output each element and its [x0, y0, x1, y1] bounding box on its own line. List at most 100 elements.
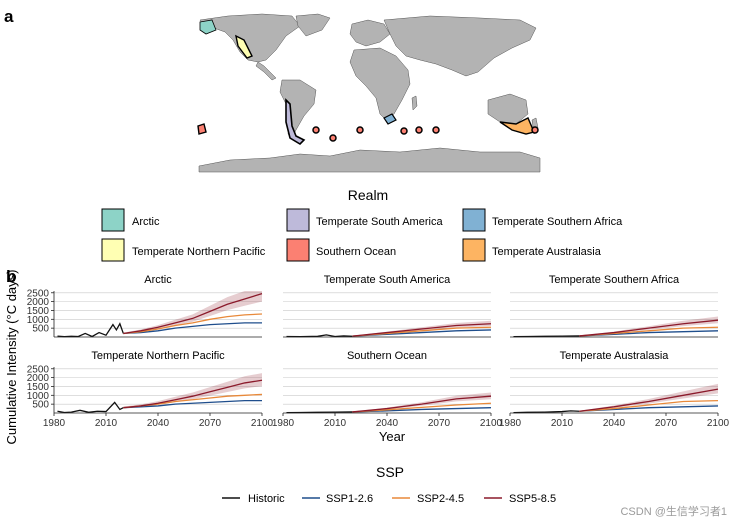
realm-legend-key-temperate-australasia: [462, 238, 486, 262]
ribbon-ssp5-8-5: [123, 291, 262, 335]
realm-legend-key-arctic: [101, 208, 125, 232]
map-island: [329, 134, 337, 142]
map-island: [415, 126, 423, 134]
x-tick-label: 2040: [376, 418, 399, 429]
y-tick-label: 1000: [27, 315, 50, 326]
ribbon-ssp5-8-5: [352, 392, 491, 413]
series-line-ssp5-8-5: [123, 293, 263, 335]
realm-legend-key-temperate-south-america: [286, 208, 310, 232]
ssp-legend: SSP Historic SSP1-2.6 SSP2-4.5 SSP5-8.5: [222, 464, 556, 505]
ssp-legend-label-ssp5-8-5: SSP5-8.5: [509, 493, 556, 505]
series-line-ssp1-2-6: [123, 399, 262, 409]
realm-legend-title: Realm: [348, 187, 388, 203]
y-tick-label: 2000: [27, 297, 50, 308]
series-line-ssp5-8-5: [123, 379, 263, 409]
facet-title-temperate-australasia: Temperate Australasia: [560, 350, 670, 362]
panel-label-b: b: [6, 267, 16, 286]
x-tick-label: 2010: [324, 418, 347, 429]
facet-title-arctic: Arctic: [144, 274, 172, 286]
realm-legend-key-temperate-southern-africa: [462, 208, 486, 232]
realm-legend-key-temperate-northern-pacific: [101, 238, 125, 262]
ssp-legend-title: SSP: [376, 464, 404, 480]
series-line-historic: [57, 322, 124, 338]
facet-title-temperate-south-america: Temperate South America: [324, 274, 451, 286]
series-line-historic: [286, 411, 353, 414]
y-tick-label: 1000: [27, 391, 50, 402]
ribbon-ssp5-8-5: [123, 373, 262, 409]
ssp-legend-label-ssp1-2-6: SSP1-2.6: [326, 493, 373, 505]
y-tick-label: 2500: [27, 288, 50, 299]
facet-temperate-australasia: Temperate Australasia 1980 2010 2040 2070 210…: [499, 350, 730, 429]
x-tick-label: 1980: [272, 418, 295, 429]
series-line-ssp5-8-5: [352, 323, 492, 337]
realm-temperate-southern-africa-region: [383, 113, 397, 125]
facet-temperate-southern-africa: Temperate Southern Africa: [510, 274, 719, 338]
ssp-legend-label-historic: Historic: [248, 493, 285, 505]
ssp-legend-label-ssp2-4-5: SSP2-4.5: [417, 493, 464, 505]
series-line-ssp1-2-6: [352, 407, 492, 413]
facet-temperate-south-america: Temperate South America: [283, 274, 492, 338]
x-tick-label: 2010: [551, 418, 574, 429]
y-tick-label: 1500: [27, 306, 50, 317]
y-tick-label: 500: [32, 324, 49, 335]
y-tick-label: 2500: [27, 364, 50, 375]
realm-temperate-northern-pacific-region: [235, 34, 253, 59]
facet-title-temperate-northern-pacific: Temperate Northern Pacific: [91, 350, 225, 362]
series-line-historic: [57, 401, 124, 414]
series-line-historic: [286, 334, 353, 338]
realm-arctic-region: [199, 19, 217, 35]
facet-title-temperate-southern-africa: Temperate Southern Africa: [549, 274, 680, 286]
series-line-ssp2-4-5: [352, 402, 492, 413]
x-tick-label: 2070: [655, 418, 678, 429]
ribbon-ssp5-8-5: [579, 316, 718, 337]
realm-southern-ocean-region: [197, 123, 207, 135]
realm-legend-label-temperate-south-america: Temperate South America: [316, 216, 443, 228]
map-asia: [383, 15, 537, 77]
x-axis-title: Year: [379, 429, 406, 444]
series-line-historic: [513, 335, 580, 338]
ribbon-ssp5-8-5: [579, 383, 718, 412]
map-australia: [487, 93, 529, 125]
map-island: [400, 127, 408, 135]
map-island: [432, 126, 440, 134]
y-axis-title: Cumulative Intensity (°C days): [4, 270, 19, 445]
y-tick-label: 2000: [27, 373, 50, 384]
series-line-ssp5-8-5: [579, 319, 719, 337]
x-tick-label: 1980: [43, 418, 66, 429]
x-tick-label: 2010: [95, 418, 118, 429]
realm-legend: Realm Arctic Temperate South America Tem…: [101, 187, 623, 262]
panel-label-a: a: [4, 7, 14, 26]
facet-temperate-northern-pacific: Temperate Northern Pacific 1980 2010 2040 20…: [27, 350, 274, 429]
map-north-america: [199, 13, 301, 63]
x-tick-label: 2100: [251, 418, 274, 429]
series-line-ssp2-4-5: [579, 399, 719, 412]
series-line-ssp5-8-5: [352, 395, 492, 413]
x-tick-label: 2100: [707, 418, 730, 429]
y-tick-label: 1500: [27, 382, 50, 393]
series-line-historic: [513, 410, 580, 414]
series-line-ssp2-4-5: [123, 313, 263, 335]
map-madagascar: [411, 95, 418, 111]
x-tick-label: 2040: [603, 418, 626, 429]
realm-legend-label-temperate-northern-pacific: Temperate Northern Pacific: [132, 246, 266, 258]
x-tick-label: 2100: [480, 418, 503, 429]
watermark-text: CSDN @生信学习者1: [620, 504, 727, 518]
map-europe: [349, 19, 391, 47]
realm-legend-key-southern-ocean: [286, 238, 310, 262]
series-line-ssp1-2-6: [123, 322, 262, 335]
x-tick-label: 2070: [428, 418, 451, 429]
x-tick-label: 1980: [499, 418, 522, 429]
map-island: [312, 126, 320, 134]
realm-legend-label-temperate-southern-africa: Temperate Southern Africa: [492, 216, 623, 228]
y-tick-label: 500: [32, 400, 49, 411]
x-tick-label: 2070: [199, 418, 222, 429]
map-central-america: [255, 61, 277, 81]
map-greenland: [295, 13, 331, 37]
series-line-ssp5-8-5: [579, 388, 719, 412]
map-antarctica: [198, 147, 541, 173]
map-island: [356, 126, 364, 134]
realm-temperate-south-america-region: [285, 98, 306, 146]
